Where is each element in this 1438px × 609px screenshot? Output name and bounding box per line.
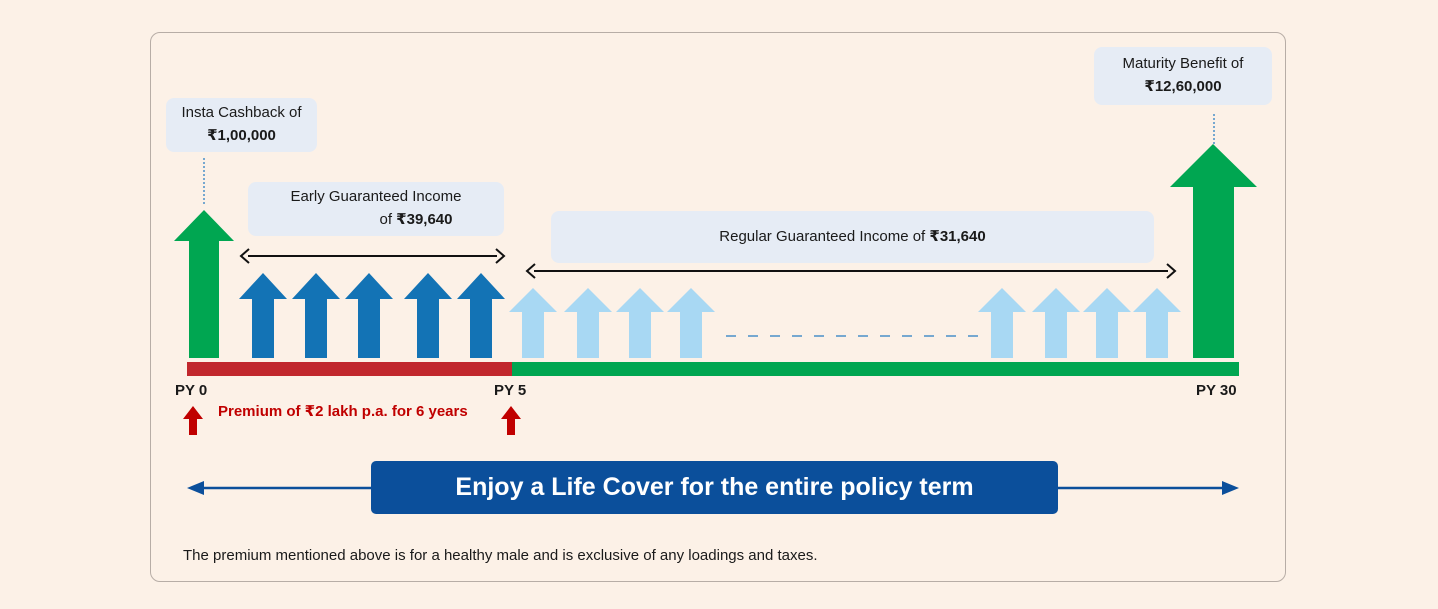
regular-income-arrow-icon bbox=[564, 288, 612, 358]
life-cover-banner: Enjoy a Life Cover for the entire policy… bbox=[371, 461, 1058, 514]
premium-period-bar bbox=[187, 362, 512, 376]
diagram-frame bbox=[150, 32, 1286, 582]
early-income-of: of bbox=[379, 211, 397, 228]
life-cover-span-arrow bbox=[187, 481, 1239, 495]
timeline-end-label: PY 30 bbox=[1196, 382, 1237, 399]
maturity-arrow-icon bbox=[1170, 144, 1257, 358]
timeline-start-label: PY 0 bbox=[175, 382, 208, 399]
early-income-arrow-icon bbox=[404, 273, 452, 358]
premium-arrow-icon bbox=[183, 406, 203, 435]
premium-note: Premium of ₹2 lakh p.a. for 6 years bbox=[218, 403, 468, 420]
regular-income-arrow-icon bbox=[616, 288, 664, 358]
maturity-benefit-box: Maturity Benefit of ₹12,60,000 bbox=[1094, 47, 1272, 105]
timeline-mid-label: PY 5 bbox=[494, 382, 527, 399]
regular-income-arrow-icon bbox=[1083, 288, 1131, 358]
cashback-arrow-icon bbox=[174, 210, 234, 358]
insta-cashback-label: Insta Cashback of bbox=[181, 104, 302, 121]
early-income-arrow-icon bbox=[345, 273, 393, 358]
early-income-label: Early Guaranteed Income bbox=[290, 188, 462, 205]
early-income-box: Early Guaranteed Income of ₹39,640 bbox=[248, 182, 504, 236]
regular-income-arrow-icon bbox=[509, 288, 557, 358]
early-income-arrow-icon bbox=[292, 273, 340, 358]
benefit-period-bar bbox=[512, 362, 1239, 376]
footnote: The premium mentioned above is for a hea… bbox=[183, 547, 818, 564]
maturity-benefit-amount: ₹12,60,000 bbox=[1144, 78, 1222, 95]
early-income-arrow-icon bbox=[457, 273, 505, 358]
regular-income-label: Regular Guaranteed Income of bbox=[719, 228, 930, 245]
early-income-amount: ₹39,640 bbox=[396, 211, 453, 228]
early-income-arrow-icon bbox=[239, 273, 287, 358]
regular-income-box: Regular Guaranteed Income of ₹31,640 bbox=[551, 211, 1154, 263]
regular-income-span-arrow bbox=[525, 263, 1177, 279]
regular-income-amount: ₹31,640 bbox=[929, 228, 986, 245]
premium-arrow-icon bbox=[501, 406, 521, 435]
regular-income-arrow-icon bbox=[1032, 288, 1080, 358]
regular-income-arrow-icon bbox=[1133, 288, 1181, 358]
maturity-benefit-label: Maturity Benefit of bbox=[1122, 55, 1244, 72]
insta-cashback-box: Insta Cashback of ₹1,00,000 bbox=[166, 98, 317, 152]
regular-income-arrow-icon bbox=[978, 288, 1026, 358]
regular-income-arrows bbox=[509, 288, 1181, 358]
insta-cashback-amount: ₹1,00,000 bbox=[207, 127, 276, 144]
early-income-span-arrow bbox=[239, 248, 506, 264]
regular-income-arrow-icon bbox=[667, 288, 715, 358]
early-income-arrows bbox=[239, 273, 505, 358]
early-income-line2: of ₹39,640 bbox=[248, 208, 504, 231]
